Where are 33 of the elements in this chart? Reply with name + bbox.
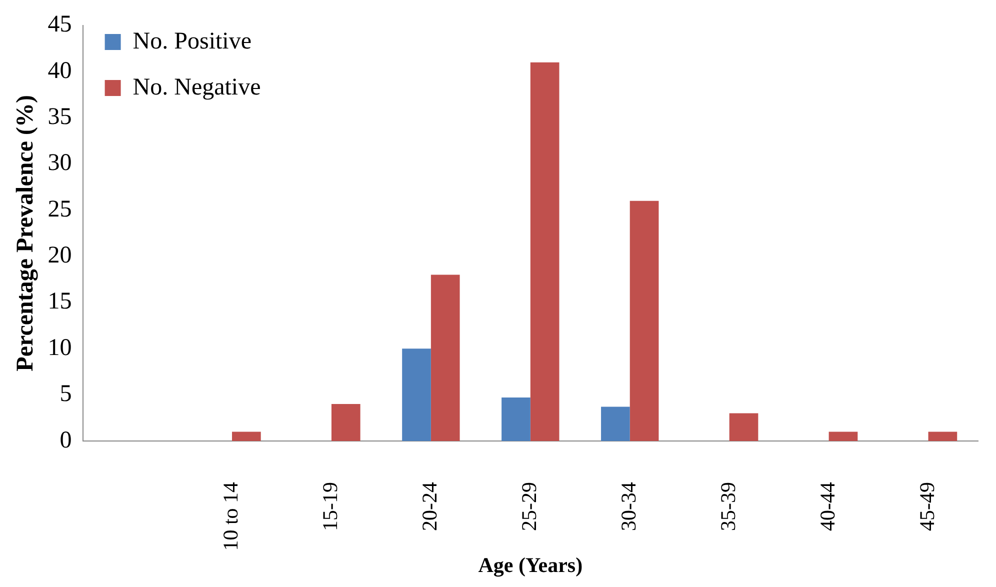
bar — [430, 274, 460, 441]
x-tick-label: 30-34 — [616, 481, 640, 531]
bar — [630, 200, 659, 441]
bar — [729, 413, 758, 441]
legend-label: No. Negative — [132, 74, 261, 100]
y-tick-label: 40 — [48, 58, 72, 84]
x-tick-label: 45-49 — [914, 482, 939, 531]
bar — [828, 432, 858, 441]
y-tick-label: 20 — [48, 242, 72, 269]
y-axis-title: Percentage Prevalence (%) — [12, 95, 39, 372]
y-tick-label: 15 — [48, 288, 72, 315]
y-tick-label: 45 — [48, 12, 72, 38]
y-tick-label: 30 — [48, 150, 72, 176]
bar — [331, 404, 360, 441]
x-tick-label: 15-19 — [318, 482, 342, 531]
bar — [402, 348, 431, 441]
y-tick-label: 5 — [60, 381, 72, 408]
x-tick-label: 20-24 — [417, 481, 442, 531]
bar — [530, 62, 560, 441]
x-axis-title: Age (Years) — [478, 552, 583, 577]
y-tick-label: 0 — [60, 427, 72, 454]
y-tick-label: 35 — [48, 104, 72, 130]
bar — [601, 406, 630, 441]
x-tick-label: 35-39 — [716, 482, 740, 531]
bar — [232, 432, 261, 441]
legend-label: No. Positive — [132, 28, 252, 54]
bar — [928, 432, 958, 441]
x-tick-label: 25-29 — [516, 482, 541, 531]
x-tick-label: 10 to 14 — [218, 481, 243, 551]
x-tick-label: 40-44 — [815, 481, 840, 531]
y-tick-label: 25 — [48, 196, 72, 222]
bar — [502, 398, 530, 441]
y-tick-label: 10 — [48, 334, 72, 361]
